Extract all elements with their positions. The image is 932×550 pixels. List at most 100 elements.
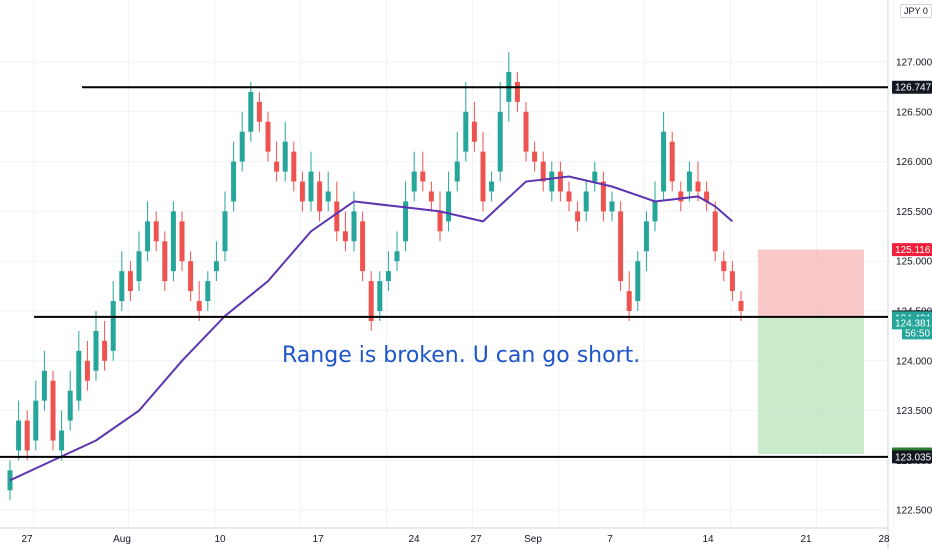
x-axis: 27 Aug 10 17 24 27 Sep 7 14 21 28 [21, 534, 890, 545]
y-tick-label: 126.500 [896, 107, 932, 118]
candle-body [179, 221, 185, 262]
candle-body [239, 131, 245, 162]
candle-body [523, 111, 529, 152]
currency-badge[interactable]: JPY 0 [900, 4, 932, 18]
candle-body [712, 211, 718, 252]
candle-body [497, 111, 503, 172]
candle-body [686, 171, 692, 192]
candle-body [669, 141, 675, 182]
price-tag-bg [892, 450, 932, 464]
x-tick-label: 24 [408, 534, 420, 545]
take-profit-zone [758, 316, 864, 455]
candle-body [59, 430, 65, 451]
candle-body [549, 171, 555, 192]
y-tick-label: 125.500 [896, 207, 932, 218]
candlesticks [7, 52, 744, 501]
candle-body [222, 211, 228, 252]
candle-body [394, 251, 400, 262]
candle-body [33, 400, 39, 441]
candle-body [50, 380, 56, 441]
candle-body [377, 281, 383, 311]
candle-body [256, 101, 262, 122]
price-tags: 126.747125.116124.441124.431124.38156:50… [892, 80, 932, 464]
candle-body [566, 191, 572, 202]
candle-body [299, 181, 305, 202]
horizontal-levels[interactable] [0, 86, 888, 458]
candle-body [334, 201, 340, 232]
x-tick-label: 27 [21, 534, 33, 545]
price-tag-bg [892, 243, 932, 257]
price-tag-label: 126.747 [895, 83, 932, 94]
candle-body [661, 131, 667, 192]
price-tag-label: 124.381 [895, 318, 932, 329]
candle-body [411, 171, 417, 192]
price-tag-bg [902, 326, 932, 340]
x-tick-label: 7 [607, 534, 613, 545]
candle-body [463, 111, 469, 152]
x-tick-label: 27 [470, 534, 482, 545]
candle-body [437, 211, 443, 232]
candle-body [600, 181, 606, 212]
candle-body [213, 261, 219, 272]
x-tick-label: 14 [702, 534, 714, 545]
candle-body [102, 340, 108, 361]
candle-body [188, 261, 194, 292]
candle-body [351, 211, 357, 242]
candle-body [342, 231, 348, 242]
candle-body [618, 211, 624, 282]
candle-body [592, 171, 598, 182]
candle-body [454, 161, 460, 182]
y-tick-label: 124.000 [896, 356, 932, 367]
candle-body [136, 251, 142, 282]
candle-body [368, 281, 374, 321]
candle-body [84, 360, 90, 381]
candle-body [626, 291, 632, 311]
candle-body [489, 181, 495, 192]
candle-body [420, 171, 426, 182]
trade-zones [758, 249, 864, 455]
candle-body [643, 221, 649, 252]
candle-body [317, 181, 323, 212]
candle-body [282, 141, 288, 172]
annotation-text: Range is broken. U can go short. [282, 343, 640, 368]
candle-body [583, 191, 589, 212]
candle-body [428, 191, 434, 202]
x-tick-label: Sep [524, 534, 542, 545]
moving-average [9, 175, 734, 482]
candle-body [248, 91, 254, 132]
candle-body [532, 151, 538, 162]
candle-body [446, 191, 452, 222]
candle-body [24, 420, 30, 451]
candle-body [41, 370, 47, 401]
y-tick-label: 123.500 [896, 406, 932, 417]
x-tick-label: 21 [800, 534, 812, 545]
x-tick-label: Aug [113, 534, 131, 545]
candle-body [403, 201, 409, 242]
candle-body [325, 191, 331, 202]
currency-suffix: 0 [922, 6, 928, 16]
candle-body [145, 221, 151, 252]
y-tick-label: 125.000 [896, 257, 932, 268]
candle-body [480, 151, 486, 202]
candle-body [704, 191, 710, 202]
candle-body [265, 121, 271, 152]
candle-body [153, 221, 159, 242]
candle-body [76, 350, 82, 401]
candle-body [291, 151, 297, 182]
candle-body [274, 161, 280, 172]
price-tag-label: 125.116 [895, 245, 931, 256]
candle-body [110, 301, 116, 351]
candle-body [471, 121, 477, 142]
candle-body [119, 271, 125, 302]
x-tick-label: 17 [312, 534, 324, 545]
candle-body [196, 301, 202, 311]
x-tick-label: 10 [214, 534, 226, 545]
price-tag-bg [892, 316, 932, 330]
candle-body [575, 211, 581, 222]
x-tick-label: 28 [878, 534, 890, 545]
price-tag-label: 123.035 [895, 452, 932, 463]
price-tag-label: 56:50 [905, 328, 930, 339]
candle-body [540, 161, 546, 182]
stop-loss-zone [758, 249, 864, 317]
